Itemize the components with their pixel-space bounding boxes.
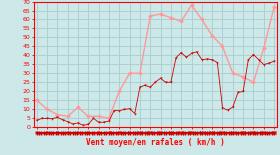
X-axis label: Vent moyen/en rafales ( km/h ): Vent moyen/en rafales ( km/h ) xyxy=(86,138,225,147)
